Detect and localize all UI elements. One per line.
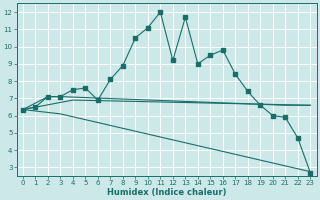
X-axis label: Humidex (Indice chaleur): Humidex (Indice chaleur) <box>107 188 226 197</box>
